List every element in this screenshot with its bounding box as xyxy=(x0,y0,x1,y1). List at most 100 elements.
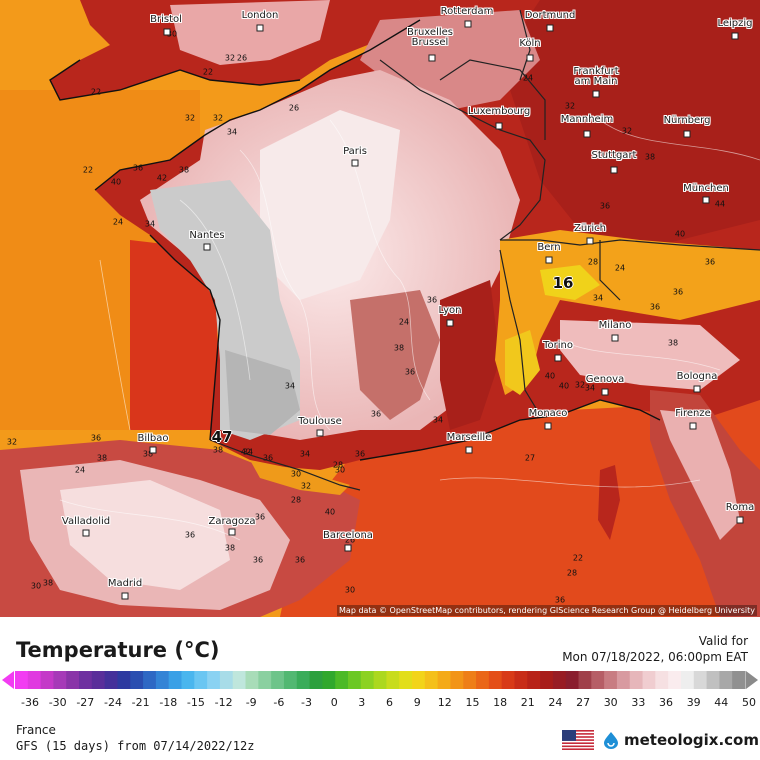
contour-label: 22 xyxy=(202,67,214,77)
corsica-island xyxy=(598,465,620,540)
colorbar-tick-label: -18 xyxy=(159,696,178,709)
contour-label: 36 xyxy=(90,433,102,443)
colorbar-cell xyxy=(104,671,119,689)
pyrenees-cool-band xyxy=(250,460,350,495)
colorbar-cell xyxy=(232,671,247,689)
temperature-colorbar xyxy=(2,671,758,689)
colorbar-tick-label: 24 xyxy=(548,696,563,709)
colorbar-cell xyxy=(437,671,452,689)
colorbar-cell xyxy=(360,671,375,689)
contour-label: 34 xyxy=(242,447,254,457)
region-name: France xyxy=(16,723,56,737)
colorbar-cell xyxy=(245,671,259,689)
contour-label: 28 xyxy=(587,257,599,267)
colorbar-cell xyxy=(463,671,477,689)
contour-label: 22 xyxy=(572,553,584,563)
colorbar-cell xyxy=(527,671,541,689)
colorbar-cell xyxy=(706,671,720,689)
contour-label: 32 xyxy=(6,437,18,447)
contour-label: 38 xyxy=(42,578,54,588)
contour-label: 34 xyxy=(226,127,238,137)
colorbar-cell xyxy=(424,671,439,689)
colorbar-tick-label: 36 xyxy=(659,696,673,709)
colorbar-cell xyxy=(15,671,29,689)
colorbar-tick-label: 6 xyxy=(386,696,393,709)
colorbar-min-arrow xyxy=(2,671,14,689)
contour-label: 40 xyxy=(558,381,570,391)
city-marker xyxy=(351,159,359,167)
colorbar-tick-label: 18 xyxy=(493,696,508,709)
contour-label: 30 xyxy=(334,465,346,475)
colorbar-cell xyxy=(40,671,55,689)
city-marker xyxy=(495,122,503,130)
city-label: Bilbao xyxy=(137,433,169,444)
coastlines xyxy=(49,19,661,461)
contour-label: 32 xyxy=(212,113,224,123)
city-label: Torino xyxy=(543,340,573,351)
colorbar-cell xyxy=(155,671,170,689)
city-label: Milano xyxy=(598,320,632,331)
valid-time: Mon 07/18/2022, 06:00pm EAT xyxy=(562,650,748,664)
colorbar-cell xyxy=(578,671,592,689)
city-label: Madrid xyxy=(107,578,143,589)
contour-label: 44 xyxy=(714,199,726,209)
contour-label: 36 xyxy=(294,555,306,565)
city-marker xyxy=(163,28,171,36)
colorbar-tick-label: 21 xyxy=(520,696,535,709)
colorbar-tick-label: 9 xyxy=(413,696,421,709)
colorbar-cell xyxy=(501,671,516,689)
contour-label: 34 xyxy=(592,293,604,303)
contour-label: 36 xyxy=(132,163,144,173)
contour-label: 22 xyxy=(90,87,102,97)
contour-label: 28 xyxy=(566,568,578,578)
colorbar-cell xyxy=(207,671,221,689)
colorbar-tick-label: 15 xyxy=(465,696,480,709)
contour-label: 28 xyxy=(332,460,344,470)
contour-label: 38 xyxy=(212,445,224,455)
city-label: Marseille xyxy=(446,432,492,443)
us-flag-icon[interactable] xyxy=(562,730,594,750)
contour-label: 26 xyxy=(236,53,248,63)
city-marker xyxy=(465,446,473,454)
contour-label: 40 xyxy=(544,371,556,381)
contour-label: 36 xyxy=(599,201,611,211)
colorbar-cell xyxy=(296,671,311,689)
city-label: Firenze xyxy=(675,408,711,419)
brand-logo[interactable]: meteologix.com xyxy=(602,730,759,750)
city-marker xyxy=(149,446,157,454)
colorbar-cell xyxy=(335,671,349,689)
city-marker xyxy=(545,256,553,264)
contour-label: 32 xyxy=(300,481,312,491)
legend-title: Temperature (°C) xyxy=(16,638,220,662)
city-label: Leipzig xyxy=(717,18,753,29)
colorbar-cell xyxy=(66,671,80,689)
city-marker xyxy=(601,388,609,396)
germany-hot xyxy=(500,0,760,250)
colorbar-cell xyxy=(181,671,195,689)
city-label: Bristol xyxy=(150,14,182,25)
city-label: Barcelona xyxy=(323,530,373,541)
city-marker xyxy=(586,237,594,245)
city-label: Bologna xyxy=(676,371,718,382)
colorbar-tick-label: -21 xyxy=(131,696,150,709)
city-marker xyxy=(316,429,324,437)
biscay-warm-sea xyxy=(130,240,220,430)
contour-label: 38 xyxy=(224,543,236,553)
city-label: Nürnberg xyxy=(663,115,711,126)
southwest-grey-core xyxy=(225,350,300,435)
contour-label: 30 xyxy=(344,585,356,595)
city-label: Bern xyxy=(537,242,561,253)
contour-label: 24 xyxy=(74,465,86,475)
colorbar-cell xyxy=(565,671,580,689)
city-label: Mannheim xyxy=(560,114,614,125)
colorbar-tick-label: 0 xyxy=(330,696,338,709)
colorbar-tick-label: -6 xyxy=(273,696,285,709)
colorbar-cell xyxy=(655,671,669,689)
contour-label: 38 xyxy=(667,338,679,348)
contour-label: 36 xyxy=(354,449,366,459)
colorbar-cell xyxy=(552,671,567,689)
city-marker xyxy=(428,54,436,62)
colorbar-cell xyxy=(130,671,144,689)
tuscany-pink xyxy=(660,410,740,540)
city-marker xyxy=(611,334,619,342)
